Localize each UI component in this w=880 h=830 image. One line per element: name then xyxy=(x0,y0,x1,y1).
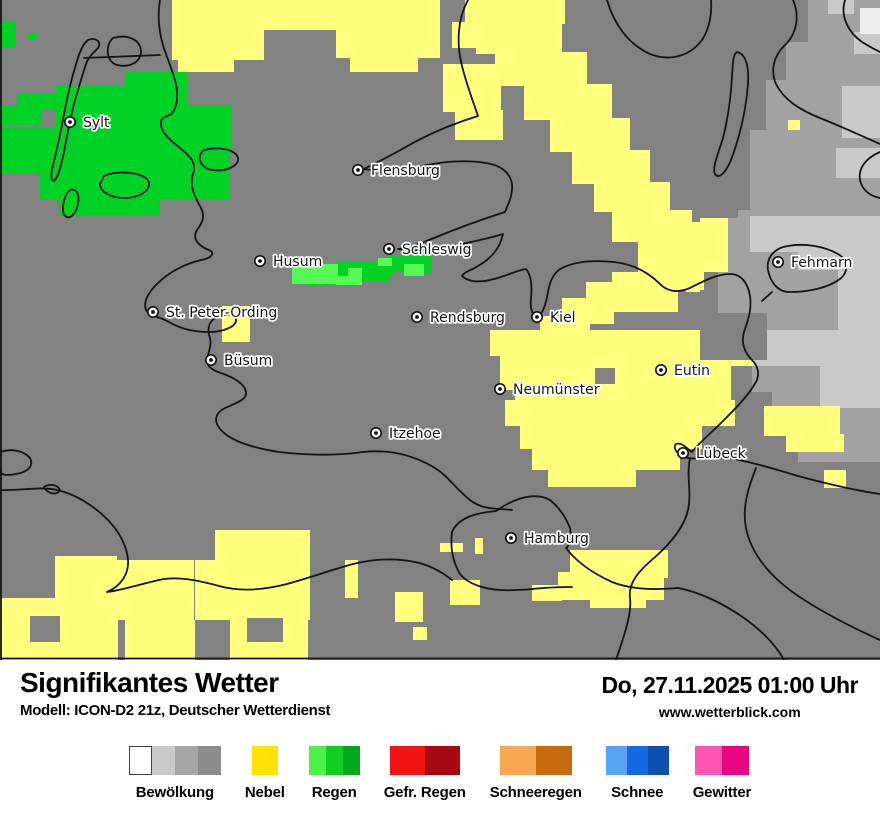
city-label: Neumünster xyxy=(513,382,600,398)
legend-swatches xyxy=(499,746,572,775)
legend-swatch xyxy=(128,746,152,775)
city-marker: Lübeck xyxy=(676,444,748,464)
legend-swatches xyxy=(308,746,360,775)
legend-swatch xyxy=(308,746,326,775)
legend-swatch xyxy=(325,746,343,775)
weather-patch-layer-rain_light xyxy=(292,258,424,285)
legend-label: Regen xyxy=(311,784,357,801)
legend-swatch xyxy=(251,746,278,775)
city-marker: Eutin xyxy=(654,361,712,381)
weather-patch-layer-base xyxy=(30,313,767,642)
city-marker: Hamburg xyxy=(504,529,591,549)
legend-swatches xyxy=(128,746,221,775)
legend-swatches xyxy=(251,746,278,775)
city-label: Eutin xyxy=(674,363,710,379)
city-label: Flensburg xyxy=(371,163,440,179)
legend-swatch xyxy=(721,746,749,775)
legend-item: Bewölkung xyxy=(128,746,221,801)
legend-label: Nebel xyxy=(244,784,285,801)
city-label: Schleswig xyxy=(402,242,471,258)
legend-label: Schneeregen xyxy=(489,784,582,801)
page-title: Signifikantes Wetter xyxy=(20,667,279,698)
legend-swatches xyxy=(694,746,749,775)
legend-swatch xyxy=(694,746,722,775)
city-marker: Schleswig xyxy=(382,240,473,260)
legend-swatch xyxy=(174,746,198,775)
city-marker: Itzehoe xyxy=(369,424,442,444)
city-label: Sylt xyxy=(83,115,110,131)
footer-header: Signifikantes Wetter Modell: ICON-D2 21z… xyxy=(0,660,880,720)
city-marker: Büsum xyxy=(204,351,274,371)
legend-swatch xyxy=(424,746,460,775)
city-marker: Rendsburg xyxy=(410,308,507,328)
legend-swatch xyxy=(605,746,627,775)
city-marker: Fehmarn xyxy=(771,253,854,273)
legend-swatches xyxy=(389,746,460,775)
legend-swatch xyxy=(197,746,221,775)
city-label: St. Peter-Ording xyxy=(166,305,277,321)
weather-patch-layer-cloud_white xyxy=(860,8,880,34)
legend: Bewölkung Nebel Regen Gefr. Regen Schneerege… xyxy=(0,746,880,801)
legend-swatches xyxy=(605,746,669,775)
legend-item: Gewitter xyxy=(693,746,751,801)
legend-swatch xyxy=(647,746,669,775)
legend-item: Regen xyxy=(308,746,360,801)
legend-item: Nebel xyxy=(245,746,285,801)
legend-swatch xyxy=(626,746,648,775)
forecast-datetime: Do, 27.11.2025 01:00 Uhr xyxy=(601,672,859,698)
legend-item: Schnee xyxy=(605,746,669,801)
model-info: Modell: ICON-D2 21z, Deutscher Wetterdie… xyxy=(20,701,331,719)
title-block: Signifikantes Wetter Modell: ICON-D2 21z… xyxy=(20,667,331,719)
weather-map: Sylt Flensburg Schleswig Husum St. Peter-Ord… xyxy=(0,0,880,660)
website-url: www.wetterblick.com xyxy=(658,704,801,720)
weather-patch-layer-rain xyxy=(0,22,432,285)
legend-swatch xyxy=(151,746,175,775)
city-label: Büsum xyxy=(224,353,272,369)
city-label: Fehmarn xyxy=(791,255,852,271)
legend-label: Gewitter xyxy=(692,784,752,801)
city-marker: Kiel xyxy=(530,308,577,328)
coastlines xyxy=(0,0,880,660)
legend-item: Schneeregen xyxy=(490,746,582,801)
legend-item: Gefr. Regen xyxy=(384,746,466,801)
city-label: Lübeck xyxy=(696,446,747,462)
city-marker: St. Peter-Ording xyxy=(146,303,279,323)
legend-swatch xyxy=(499,746,536,775)
legend-label: Schnee xyxy=(611,784,664,801)
city-marker: Flensburg xyxy=(351,161,442,181)
weather-patch-layer-fog xyxy=(0,0,846,660)
legend-label: Bewölkung xyxy=(135,784,214,801)
city-label: Hamburg xyxy=(524,531,589,547)
city-label: Husum xyxy=(273,254,322,270)
city-marker: Neumünster xyxy=(493,380,601,400)
city-label: Kiel xyxy=(550,310,576,326)
city-label: Rendsburg xyxy=(430,310,505,326)
city-marker: Husum xyxy=(253,252,324,272)
city-label: Itzehoe xyxy=(389,426,441,442)
legend-swatch xyxy=(535,746,572,775)
legend-swatch xyxy=(342,746,360,775)
datetime-block: Do, 27.11.2025 01:00 Uhr www.wetterblick… xyxy=(602,668,859,720)
legend-label: Gefr. Regen xyxy=(383,784,466,801)
legend-swatch xyxy=(389,746,425,775)
city-marker: Sylt xyxy=(63,113,112,133)
map-footer: Signifikantes Wetter Modell: ICON-D2 21z… xyxy=(0,660,880,830)
